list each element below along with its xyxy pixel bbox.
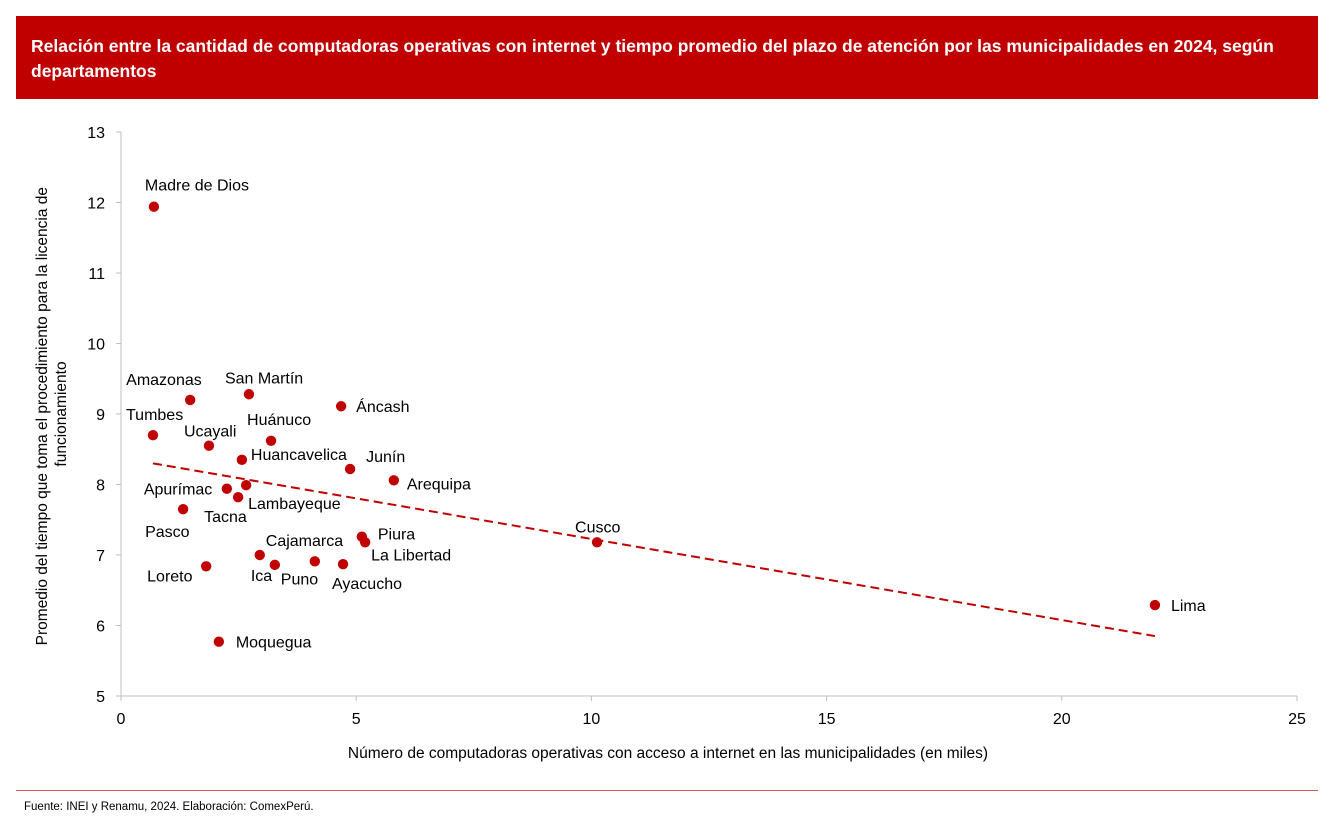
data-point-label: Ayacucho [332, 576, 402, 593]
data-point [359, 537, 371, 548]
data-point-label: Amazonas [126, 372, 202, 389]
x-tick-label: 0 [117, 711, 126, 728]
data-point-label: Madre de Dios [145, 178, 249, 195]
data-point-label: Puno [281, 571, 318, 588]
data-point-label: Pasco [145, 524, 190, 541]
data-point-label: Lambayeque [248, 496, 341, 513]
data-point-label: Tumbes [126, 407, 183, 424]
data-point [240, 480, 252, 491]
x-tick-label: 25 [1288, 711, 1306, 728]
data-point-label: Ucayali [184, 424, 236, 441]
data-point [148, 201, 160, 212]
data-point [200, 561, 212, 572]
points-group [147, 201, 1161, 647]
y-tick-label: 6 [96, 619, 105, 636]
x-tick-label: 10 [583, 711, 601, 728]
data-point [309, 556, 321, 567]
data-point-label: Loreto [147, 568, 192, 585]
data-point-label: Cusco [575, 519, 620, 536]
y-axis-title-line-1: Promedio del tiempo que toma el procedim… [34, 187, 51, 645]
data-point [221, 483, 233, 494]
y-tick-label: 12 [87, 196, 105, 213]
data-point-label: Huánuco [247, 412, 311, 429]
data-point [177, 503, 189, 515]
y-tick-label: 7 [96, 548, 105, 565]
data-point-label: Áncash [356, 397, 409, 416]
data-point-label: Piura [378, 527, 415, 544]
y-tick-label: 9 [96, 407, 105, 424]
data-point-label: Junín [366, 449, 405, 466]
data-point [388, 475, 400, 486]
x-tick-label: 15 [818, 711, 836, 728]
data-point [1149, 599, 1161, 611]
x-axis-title: Número de computadoras operativas con ac… [348, 745, 988, 762]
data-point [243, 389, 255, 400]
chart-header: Relación entre la cantidad de computador… [16, 16, 1318, 99]
y-tick-label: 13 [87, 125, 105, 142]
data-point-label: Ica [251, 568, 272, 585]
x-tick-label: 5 [352, 711, 361, 728]
footer-divider [16, 790, 1318, 791]
data-point-label: San Martín [225, 370, 303, 387]
data-point [184, 394, 196, 406]
data-point [203, 440, 215, 451]
data-point [254, 549, 265, 561]
trendline-group [152, 462, 1156, 638]
data-point-label: Apurímac [144, 482, 212, 499]
data-point [213, 636, 225, 647]
y-axis-title-line-2: funcionamiento [53, 361, 70, 466]
data-point [337, 558, 349, 570]
y-tick-label: 8 [96, 478, 105, 495]
data-point-label: Arequipa [407, 476, 471, 493]
data-point-label: Lima [1171, 598, 1206, 615]
data-point-label: La Libertad [371, 547, 451, 564]
data-point-label: Tacna [204, 509, 247, 526]
data-point-label: Moquegua [236, 635, 312, 652]
chart-title: Relación entre la cantidad de computador… [31, 36, 1274, 81]
x-tick-label: 20 [1053, 711, 1071, 728]
data-point-label: Huancavelica [251, 447, 347, 464]
data-point [269, 559, 281, 571]
y-tick-label: 5 [96, 689, 105, 706]
data-point [147, 429, 159, 441]
point-labels-group: Madre de Dios Amazonas San Martín Áncash Tum… [126, 178, 1206, 652]
data-point-label: Cajamarca [266, 533, 343, 550]
y-axis-title: Promedio del tiempo que toma el procedim… [34, 183, 70, 646]
data-point [232, 491, 244, 503]
y-tick-label: 10 [87, 337, 105, 354]
source-note: Fuente: INEI y Renamu, 2024. Elaboración… [24, 801, 314, 813]
trendline [152, 462, 1156, 638]
data-point [591, 537, 603, 548]
y-tick-label: 11 [88, 266, 105, 283]
data-point [335, 401, 347, 412]
data-point [344, 463, 356, 475]
data-point [265, 435, 277, 446]
data-point [236, 454, 248, 466]
